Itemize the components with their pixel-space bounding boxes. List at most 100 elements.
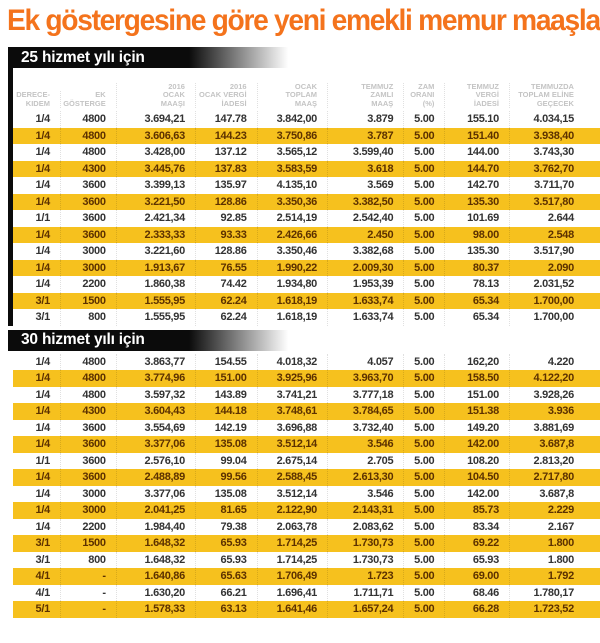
cell: 135.97: [194, 177, 257, 194]
column-header: 2016 OCAK VERGİ İADESİ: [194, 82, 257, 108]
cell: 162,20: [444, 353, 509, 370]
cell: 68.46: [444, 584, 509, 601]
cell: 1/4: [35, 179, 51, 191]
cell: 5.00: [403, 160, 444, 177]
cell: 3.599,40: [327, 144, 403, 161]
table-row: 5/1-1.578,33 63.13 1.641,46 1.657,24 5.00 66.…: [13, 601, 600, 618]
cell: 143.89: [194, 386, 257, 403]
cell: 93.33: [194, 226, 257, 243]
cell: 800: [59, 309, 116, 326]
cell: 3000: [59, 243, 116, 260]
cell: 1.657,24: [327, 601, 403, 618]
cell: 2.705: [327, 452, 403, 469]
cell: 1/4: [35, 471, 51, 483]
cell: 3.445,76: [115, 160, 195, 177]
cell: 1/4: [35, 372, 51, 384]
cell: 62.24: [194, 292, 257, 309]
column-header: DERECE- KIDEM: [16, 90, 50, 108]
section-heading-25-years: 25 hizmet yılı için: [8, 47, 300, 68]
cell: 3600: [59, 436, 116, 453]
cell: 1.648,32: [115, 551, 195, 568]
cell: 4800: [59, 111, 116, 128]
cell: 3/1: [35, 294, 51, 307]
cell: 135.08: [194, 436, 257, 453]
cell: 3.750,86: [256, 127, 327, 144]
cell: 1/4: [35, 520, 51, 533]
cell: 2.813,20: [508, 452, 600, 469]
cell: 3/1: [35, 537, 51, 549]
cell: 3.711,70: [508, 177, 600, 194]
cell: 3.350,46: [256, 243, 327, 260]
cell: 69.00: [444, 568, 509, 585]
cell: 5.00: [403, 226, 444, 243]
cell: 1.730,73: [327, 551, 403, 568]
cell: 3600: [59, 193, 116, 210]
cell: 5.00: [403, 144, 444, 161]
cell: 3.618: [327, 160, 403, 177]
cell: 4.220: [508, 353, 600, 370]
cell: 144.70: [444, 160, 509, 177]
cell: 3.774,96: [115, 370, 195, 387]
cell: 5.00: [403, 353, 444, 370]
table-row: 3/1 800 1.555,95 62.24 1.618,19 1.633,74 5.00 6…: [13, 309, 600, 326]
table-row: 1/4 3600 2.488,89 99.56 2.588,45 2.613,30 5.00…: [13, 469, 600, 486]
cell: 3.787: [327, 127, 403, 144]
cell: 3.694,21: [115, 111, 195, 128]
pension-table-25-years: DERECE- KIDEM EK GÖSTERGE 2016 OCAK MAAŞI 2…: [8, 68, 600, 326]
cell: 65.34: [444, 309, 509, 326]
cell: 2.576,10: [115, 452, 195, 469]
cell: 1.934,80: [256, 276, 327, 293]
cell: 69.22: [444, 535, 509, 552]
table-row: 1/4 3000 1.913,67 76.55 1.990,22 2.009,30 5.00…: [13, 259, 600, 276]
cell: 2.063,78: [256, 518, 327, 535]
cell: 3.777,18: [327, 386, 403, 403]
cell: 1/1: [35, 454, 51, 467]
cell: 5.00: [403, 127, 444, 144]
table-row: 1/4 2200 1.860,38 74.42 1.934,80 1.953,39 5.00…: [13, 276, 600, 293]
cell: 1/4: [35, 245, 51, 257]
cell: 1.633,74: [327, 309, 403, 326]
cell: 1/1: [35, 212, 51, 224]
table-row: 1/4 4800 3.863,77 154.55 4.018,32 4.057 5.00 16…: [13, 353, 600, 370]
cell: 3.221,50: [115, 193, 195, 210]
cell: 1500: [59, 292, 116, 309]
cell: -: [59, 601, 116, 618]
cell: 5.00: [403, 568, 444, 585]
cell: 1.700,00: [508, 309, 600, 326]
cell: 144.23: [194, 127, 257, 144]
cell: 135.30: [444, 193, 509, 210]
table-row: 1/1 3600 2.421,34 92.85 2.514,19 2.542,40 5.00…: [13, 210, 600, 227]
cell: 1/4: [35, 261, 51, 274]
cell: 2.421,34: [115, 210, 195, 227]
cell: 62.24: [194, 309, 257, 326]
cell: 3.963,70: [327, 370, 403, 387]
cell: 1/4: [35, 146, 51, 158]
cell: 3600: [59, 177, 116, 194]
cell: 79.38: [194, 518, 257, 535]
cell: 3.732,40: [327, 419, 403, 436]
cell: 151.38: [444, 403, 509, 420]
cell: 3.569: [327, 177, 403, 194]
section-heading-30-years: 30 hizmet yılı için: [8, 329, 300, 351]
cell: 5.00: [403, 259, 444, 276]
cell: 1/4: [35, 228, 51, 241]
cell: 1/4: [35, 129, 51, 142]
cell: 4300: [59, 160, 116, 177]
cell: 3.696,88: [256, 419, 327, 436]
cell: 2.450: [327, 226, 403, 243]
cell: 149.20: [444, 419, 509, 436]
cell: 3.881,69: [508, 419, 600, 436]
cell: 1.714,25: [256, 551, 327, 568]
cell: 5/1: [35, 603, 51, 615]
cell: 2.675,14: [256, 452, 327, 469]
column-header: OCAK TOPLAM MAAŞ: [256, 82, 327, 108]
table-row: 4/1-1.630,20 66.21 1.696,41 1.711,71 5.00 68.…: [13, 584, 600, 601]
cell: 1/4: [35, 504, 51, 516]
cell: 1/4: [35, 438, 51, 450]
cell: 1500: [59, 535, 116, 552]
cell: 2.143,31: [327, 502, 403, 519]
cell: 3/1: [35, 311, 51, 323]
column-header: TEMMUZ ZAMLI MAAŞ: [327, 82, 403, 108]
cell: 4.018,32: [256, 353, 327, 370]
table-row: 1/4 3600 3.377,06 135.08 3.512,14 3.546 5.00 14…: [13, 436, 600, 453]
